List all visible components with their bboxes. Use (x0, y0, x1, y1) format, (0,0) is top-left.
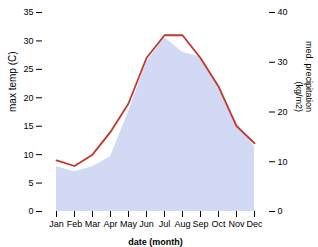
svg-text:10: 10 (278, 157, 288, 167)
svg-text:Apr: Apr (103, 219, 117, 229)
svg-text:35: 35 (23, 7, 33, 17)
svg-text:15: 15 (23, 121, 33, 131)
svg-text:0: 0 (278, 206, 283, 216)
svg-text:Jul: Jul (159, 219, 171, 229)
svg-text:0: 0 (28, 206, 33, 216)
svg-text:30: 30 (23, 36, 33, 46)
svg-text:Dec: Dec (246, 219, 263, 229)
svg-text:Jun: Jun (139, 219, 154, 229)
svg-text:Sep: Sep (192, 219, 208, 229)
svg-text:date (month): date (month) (128, 237, 183, 247)
svg-text:max temp (C): max temp (C) (7, 51, 18, 112)
svg-text:Mar: Mar (85, 219, 101, 229)
svg-text:Aug: Aug (174, 219, 190, 229)
svg-text:Nov: Nov (228, 219, 245, 229)
svg-text:20: 20 (23, 93, 33, 103)
svg-text:25: 25 (23, 64, 33, 74)
svg-text:Feb: Feb (67, 219, 83, 229)
svg-text:10: 10 (23, 150, 33, 160)
svg-text:40: 40 (278, 7, 288, 17)
svg-text:30: 30 (278, 57, 288, 67)
svg-text:5: 5 (28, 178, 33, 188)
svg-text:Jan: Jan (49, 219, 64, 229)
svg-text:20: 20 (278, 107, 288, 117)
svg-text:Oct: Oct (211, 219, 226, 229)
svg-text:May: May (120, 219, 138, 229)
svg-text:med. precipitation(kg/m2): med. precipitation(kg/m2) (294, 41, 314, 112)
